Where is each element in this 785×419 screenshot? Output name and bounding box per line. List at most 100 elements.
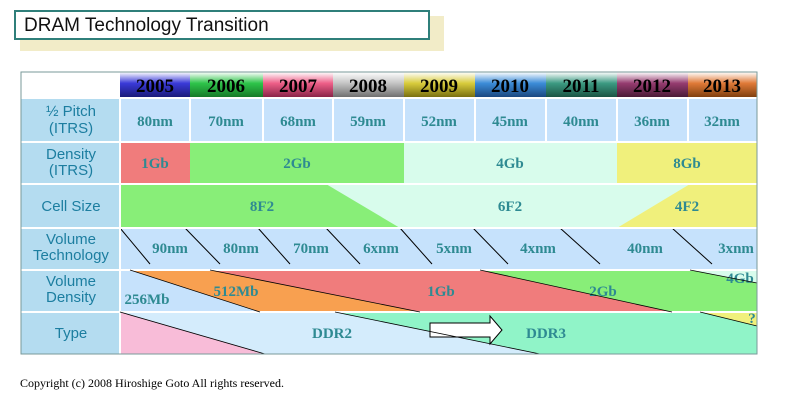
- pitch-value: 68nm: [280, 114, 316, 130]
- table-border: [20, 71, 758, 355]
- row-label-density-sub: (ITRS): [49, 162, 93, 179]
- density-value: 8Gb: [673, 156, 701, 172]
- voldens-value: 256Mb: [125, 292, 170, 308]
- row-volume-density: 256Mb 512Mb 1Gb 2Gb 4Gb: [120, 270, 757, 312]
- year-cell-2010: [475, 72, 546, 97]
- type-value: DDR2: [312, 326, 352, 342]
- title-box: DRAM Technology Transition: [14, 10, 430, 40]
- pitch-value: 32nm: [704, 114, 740, 130]
- band-edge: [209, 269, 421, 313]
- voldens-1gb-band: [210, 270, 672, 312]
- voltech-value: 4xnm: [520, 241, 556, 257]
- year-cell-2006: [190, 72, 263, 97]
- cell-value: 8F2: [250, 199, 274, 215]
- voltech-value: 80nm: [223, 241, 259, 257]
- copyright: Copyright (c) 2008 Hiroshige Goto All ri…: [20, 376, 284, 390]
- year-cell-2005: [120, 72, 190, 97]
- voldens-512mb-band: [130, 270, 420, 312]
- band-edge: [689, 269, 758, 284]
- year-label: 2007: [279, 76, 318, 97]
- label-column: [21, 99, 120, 354]
- year-cell-2013: [688, 72, 757, 97]
- pitch-value: 40nm: [563, 114, 599, 130]
- voltech-divider: [399, 227, 433, 265]
- page-title: DRAM Technology Transition: [24, 15, 269, 36]
- type-value: ?: [748, 311, 756, 327]
- pitch-value: 80nm: [137, 114, 173, 130]
- voltech-value: 5xnm: [436, 241, 472, 257]
- cell-4f2-band: [617, 184, 757, 228]
- cell-value: 6F2: [498, 199, 522, 215]
- voldens-256mb-band: [120, 270, 260, 312]
- type-value: DDR3: [526, 326, 566, 342]
- voltech-divider: [472, 227, 509, 265]
- density-value: 2Gb: [283, 156, 311, 172]
- year-cell-2011: [546, 72, 617, 97]
- voltech-value: 40nm: [627, 241, 663, 257]
- row-label-type: Type: [55, 325, 88, 342]
- density-8gb-cell: [617, 142, 757, 184]
- band-edge: [119, 311, 266, 355]
- band-edges: [119, 269, 758, 355]
- density-1gb-cell: [120, 142, 190, 184]
- row-label-volume-density-sub: Density: [46, 289, 97, 306]
- voldens-value: 4Gb: [726, 271, 754, 287]
- row-type: DDR2 DDR3 ?: [120, 311, 757, 354]
- row-volume-technology: 90nm 80nm 70nm 6xnm 5xnm 4xnm 40nm 3xnm: [119, 227, 757, 270]
- year-label: 2008: [349, 76, 387, 97]
- year-label: 2006: [207, 76, 245, 97]
- voltech-divider: [325, 227, 361, 265]
- pitch-value: 70nm: [208, 114, 244, 130]
- row-label-pitch: ½ Pitch: [46, 103, 96, 120]
- band-edge: [479, 269, 673, 313]
- year-label: 2010: [491, 76, 529, 97]
- year-cell-2008: [333, 72, 404, 97]
- voltech-value: 70nm: [293, 241, 329, 257]
- voltech-divider: [119, 227, 151, 265]
- voltech-divider: [671, 227, 713, 265]
- voltech-divider: [257, 227, 291, 265]
- row-pitch: 80nm 70nm 68nm 59nm 52nm 45nm 40nm 36nm …: [120, 99, 757, 142]
- density-value: 4Gb: [496, 156, 524, 172]
- row-label-volume-tech: Volume: [46, 231, 96, 248]
- row-cell-size: 8F2 6F2 4F2: [120, 184, 757, 228]
- band-edge: [334, 311, 541, 355]
- band-edge: [699, 311, 758, 327]
- row-label-volume-density: Volume: [46, 273, 96, 290]
- row-density: 1Gb 2Gb 4Gb 8Gb: [120, 142, 757, 184]
- voltech-value: 6xnm: [363, 241, 399, 257]
- row-label-cell-size: Cell Size: [41, 198, 100, 215]
- year-cell-2009: [404, 72, 475, 97]
- year-label: 2009: [420, 76, 458, 97]
- density-2gb-cell: [190, 142, 404, 184]
- voltech-divider: [559, 227, 601, 265]
- cell-8f2-band: [120, 184, 400, 228]
- voldens-value: 1Gb: [427, 284, 455, 300]
- pitch-row-bg: [120, 99, 757, 142]
- cell-value: 4F2: [675, 199, 699, 215]
- transition-arrow-icon: [429, 314, 503, 346]
- voldens-value: 512Mb: [214, 284, 259, 300]
- voltech-divider: [184, 227, 221, 265]
- year-label: 2005: [136, 76, 174, 97]
- year-cell-2007: [263, 72, 333, 97]
- grid-lines: [21, 97, 757, 354]
- row-label-pitch-sub: (ITRS): [49, 120, 93, 137]
- year-label: 2013: [703, 76, 741, 97]
- year-cell-2012: [617, 72, 688, 97]
- band-edge: [129, 269, 261, 313]
- year-label: 2011: [563, 76, 600, 97]
- pitch-value: 36nm: [634, 114, 670, 130]
- voldens-value: 2Gb: [589, 284, 617, 300]
- pitch-value: 52nm: [421, 114, 457, 130]
- density-value: 1Gb: [141, 156, 169, 172]
- voltech-row-bg: [120, 228, 757, 270]
- pitch-value: 45nm: [492, 114, 528, 130]
- density-4gb-cell: [404, 142, 617, 184]
- voldens-2gb-band: [480, 270, 757, 312]
- voltech-dividers: [119, 227, 713, 265]
- row-labels: ½ Pitch (ITRS) Density (ITRS) Cell Size …: [21, 99, 120, 354]
- pitch-value: 59nm: [350, 114, 386, 130]
- year-label: 2012: [633, 76, 671, 97]
